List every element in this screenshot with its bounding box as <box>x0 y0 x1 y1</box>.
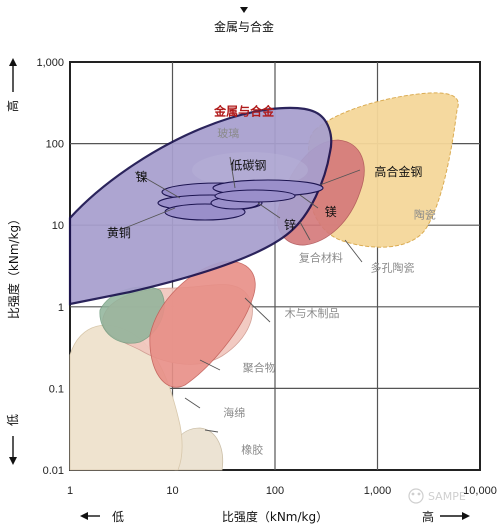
region-glass <box>192 152 308 188</box>
region-label: 聚合物 <box>243 361 276 375</box>
watermark: SAMPE <box>408 488 466 504</box>
y-low-label: 低 <box>6 414 20 426</box>
top-arrow-icon <box>240 7 248 13</box>
watermark-icon <box>408 488 424 504</box>
y-low-arrowhead-icon <box>9 457 17 465</box>
y-tick-label: 1 <box>58 302 64 314</box>
y-tick-label: 100 <box>46 139 64 151</box>
region-label: 橡胶 <box>241 442 263 456</box>
y-axis-label: 比强度（kNm/kg） <box>6 213 21 319</box>
watermark-icon-dot <box>411 492 415 496</box>
region-label: 高合金钢 <box>374 164 422 179</box>
x-low-label: 低 <box>112 510 124 524</box>
chart-title: 金属与合金 <box>214 19 274 34</box>
x-axis-label: 比强度（kNm/kg） <box>222 509 328 524</box>
x-tick-label: 10,000 <box>463 485 497 497</box>
region-label: 镁 <box>325 205 337 219</box>
region-label: 低碳钢 <box>230 159 266 173</box>
region-label: 木与木制品 <box>285 307 340 320</box>
region-label: 玻璃 <box>217 126 239 140</box>
region-polymers <box>149 261 256 388</box>
y-tick-label: 1,000 <box>36 57 64 69</box>
x-tick-label: 100 <box>266 485 284 497</box>
y-high-label: 高 <box>5 100 20 112</box>
region-label: 复合材料 <box>299 250 343 264</box>
x-tick-label: 10 <box>166 485 178 497</box>
region-label: 锌 <box>284 218 296 232</box>
watermark-icon-dot-2 <box>417 492 421 496</box>
x-high-label: 高 <box>422 509 434 524</box>
x-high-arrowhead-icon <box>462 512 470 520</box>
region-label: 金属与合金 <box>213 104 275 119</box>
leader-lines <box>119 156 363 433</box>
ellipse-magnesium <box>214 189 296 203</box>
y-tick-label: 0.1 <box>49 383 64 395</box>
alloy-ellipses <box>157 179 324 221</box>
ticks: 1 10 100 1,000 10,000 0.01 0.1 1 10 100 1,000 <box>36 57 496 497</box>
region-label: 陶瓷 <box>414 208 436 222</box>
region-label: 海绵 <box>223 406 245 420</box>
x-low-arrowhead-icon <box>80 512 88 520</box>
y-tick-label: 10 <box>52 220 64 232</box>
y-tick-label: 0.01 <box>43 465 64 477</box>
region-label: 多孔陶瓷 <box>370 261 414 275</box>
watermark-text: SAMPE <box>428 490 466 503</box>
x-tick-label: 1,000 <box>364 485 392 497</box>
x-tick-label: 1 <box>67 485 73 497</box>
region-label: 镍 <box>136 170 148 184</box>
region-label: 黄铜 <box>107 225 131 240</box>
